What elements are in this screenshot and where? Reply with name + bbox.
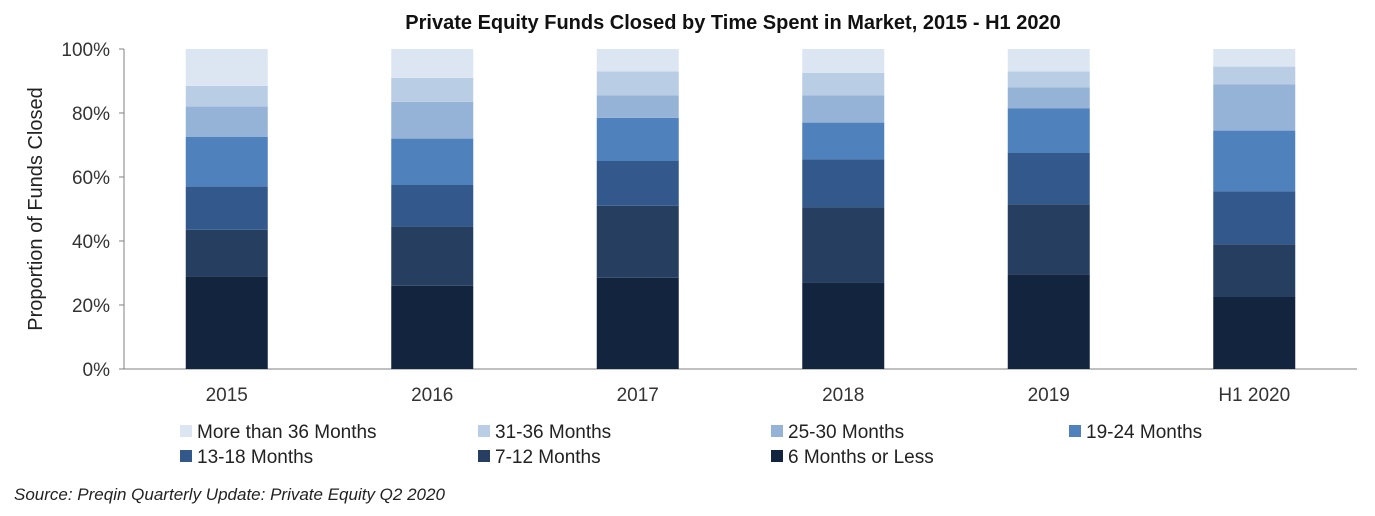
legend-swatch — [180, 450, 192, 462]
y-tick-label: 0% — [83, 360, 111, 381]
x-tick-label: 2016 — [411, 385, 453, 406]
legend-label: 6 Months or Less — [788, 447, 934, 468]
bar-segment: 19-24 Months 2017: 13.5 — [596, 117, 679, 161]
bar-segment: 7-12 Months 2015: 14.5 — [185, 229, 268, 277]
y-tick-label: 20% — [72, 296, 110, 317]
bar-segment: 7-12 Months 2018: 23.5 — [802, 207, 885, 283]
bar-segment: 31-36 Months 2016: 7.5 — [391, 77, 474, 102]
bar-segment: 6 Months or Less 2015: 29 — [185, 276, 268, 369]
bar-segment: 7-12 Months H1 2020: 16.5 — [1213, 244, 1296, 297]
bar-segment: 13-18 Months 2015: 13.5 — [185, 186, 268, 230]
bar-segment: 31-36 Months 2019: 5 — [1007, 71, 1090, 88]
bar-segment: 6 Months or Less 2017: 28.5 — [596, 277, 679, 369]
bar-segment: 19-24 Months H1 2020: 19 — [1213, 130, 1296, 192]
bar-segment: 6 Months or Less 2016: 26 — [391, 285, 474, 369]
bar-segment: 25-30 Months 2016: 11.5 — [391, 101, 474, 139]
legend-label: More than 36 Months — [197, 422, 377, 443]
legend-label: 25-30 Months — [788, 422, 904, 443]
y-tick-label: 60% — [72, 168, 110, 189]
legend-swatch — [180, 425, 192, 437]
bar-segment: 19-24 Months 2019: 14 — [1007, 108, 1090, 153]
legend-label: 7-12 Months — [495, 447, 601, 468]
bar-segment: 7-12 Months 2017: 22.5 — [596, 205, 679, 278]
bar-segment: 19-24 Months 2018: 11.5 — [802, 122, 885, 160]
bar-segment: 25-30 Months 2019: 6.5 — [1007, 87, 1090, 109]
bar-segment: More than 36 Months 2015: 11.5 — [185, 49, 268, 86]
bar-segment: More than 36 Months H1 2020: 5.5 — [1213, 49, 1296, 67]
bar-segment: 13-18 Months 2017: 14 — [596, 161, 679, 206]
bar-segment: 7-12 Months 2019: 22 — [1007, 204, 1090, 275]
bar-segment: 6 Months or Less 2019: 29.5 — [1007, 274, 1090, 369]
bar-segment: 13-18 Months 2018: 15 — [802, 159, 885, 208]
bar-segment: More than 36 Months 2016: 9 — [391, 49, 474, 78]
x-tick-label: 2019 — [1028, 385, 1070, 406]
y-tick-label: 100% — [61, 40, 110, 61]
bar-segment: 19-24 Months 2015: 15.5 — [185, 137, 268, 187]
x-tick-label: 2018 — [822, 385, 864, 406]
bar-segment: More than 36 Months 2018: 7.5 — [802, 49, 885, 73]
bar-segment: 13-18 Months H1 2020: 16.5 — [1213, 191, 1296, 245]
bar-segment: 25-30 Months 2015: 9.5 — [185, 106, 268, 137]
bar-segment: 31-36 Months H1 2020: 5.5 — [1213, 66, 1296, 85]
legend-swatch — [771, 425, 783, 437]
legend-label: 13-18 Months — [197, 447, 313, 468]
legend-swatch — [771, 450, 783, 462]
bar-segment: More than 36 Months 2019: 7 — [1007, 49, 1090, 72]
legend-label: 31-36 Months — [495, 422, 611, 443]
legend: More than 36 Months 31-36 Months 25-30 Mon… — [180, 422, 1202, 468]
legend-swatch — [1069, 425, 1081, 437]
y-axis-title: Proportion of Funds Closed — [25, 87, 47, 330]
bar-segment: More than 36 Months 2017: 7 — [596, 49, 679, 72]
bar-segment: 31-36 Months 2018: 7 — [802, 73, 885, 96]
x-tick-label: 2017 — [617, 385, 659, 406]
legend-label: 19-24 Months — [1086, 422, 1202, 443]
bar-segment: 25-30 Months 2018: 8.5 — [802, 95, 885, 123]
chart-title: Private Equity Funds Closed by Time Spen… — [405, 12, 1060, 34]
x-tick-label: H1 2020 — [1218, 385, 1290, 406]
bar-segment: 19-24 Months 2016: 14.5 — [391, 138, 474, 185]
bar-segment: 7-12 Months 2016: 18.5 — [391, 226, 474, 286]
legend-swatch — [478, 425, 490, 437]
plot-area: 0% 20% 40% 60% 80% 100% 6 Months or Less 2015:… — [61, 40, 1357, 406]
legend-swatch — [478, 450, 490, 462]
bar-segment: 13-18 Months 2016: 13 — [391, 185, 474, 227]
y-tick-label: 40% — [72, 232, 110, 253]
bar-segment: 31-36 Months 2017: 7.5 — [596, 71, 679, 96]
bar-segment: 25-30 Months 2017: 7 — [596, 95, 679, 118]
bar-segment: 13-18 Months 2019: 16 — [1007, 153, 1090, 205]
y-tick-label: 80% — [72, 104, 110, 125]
bar-segment: 6 Months or Less 2018: 27 — [802, 282, 885, 369]
bar-segment: 31-36 Months 2015: 6.5 — [185, 85, 268, 107]
source-note: Source: Preqin Quarterly Update: Private… — [14, 485, 445, 504]
x-tick-label: 2015 — [206, 385, 248, 406]
bar-segment: 25-30 Months H1 2020: 14.5 — [1213, 84, 1296, 131]
bar-segment: 6 Months or Less H1 2020: 22.5 — [1213, 297, 1296, 369]
